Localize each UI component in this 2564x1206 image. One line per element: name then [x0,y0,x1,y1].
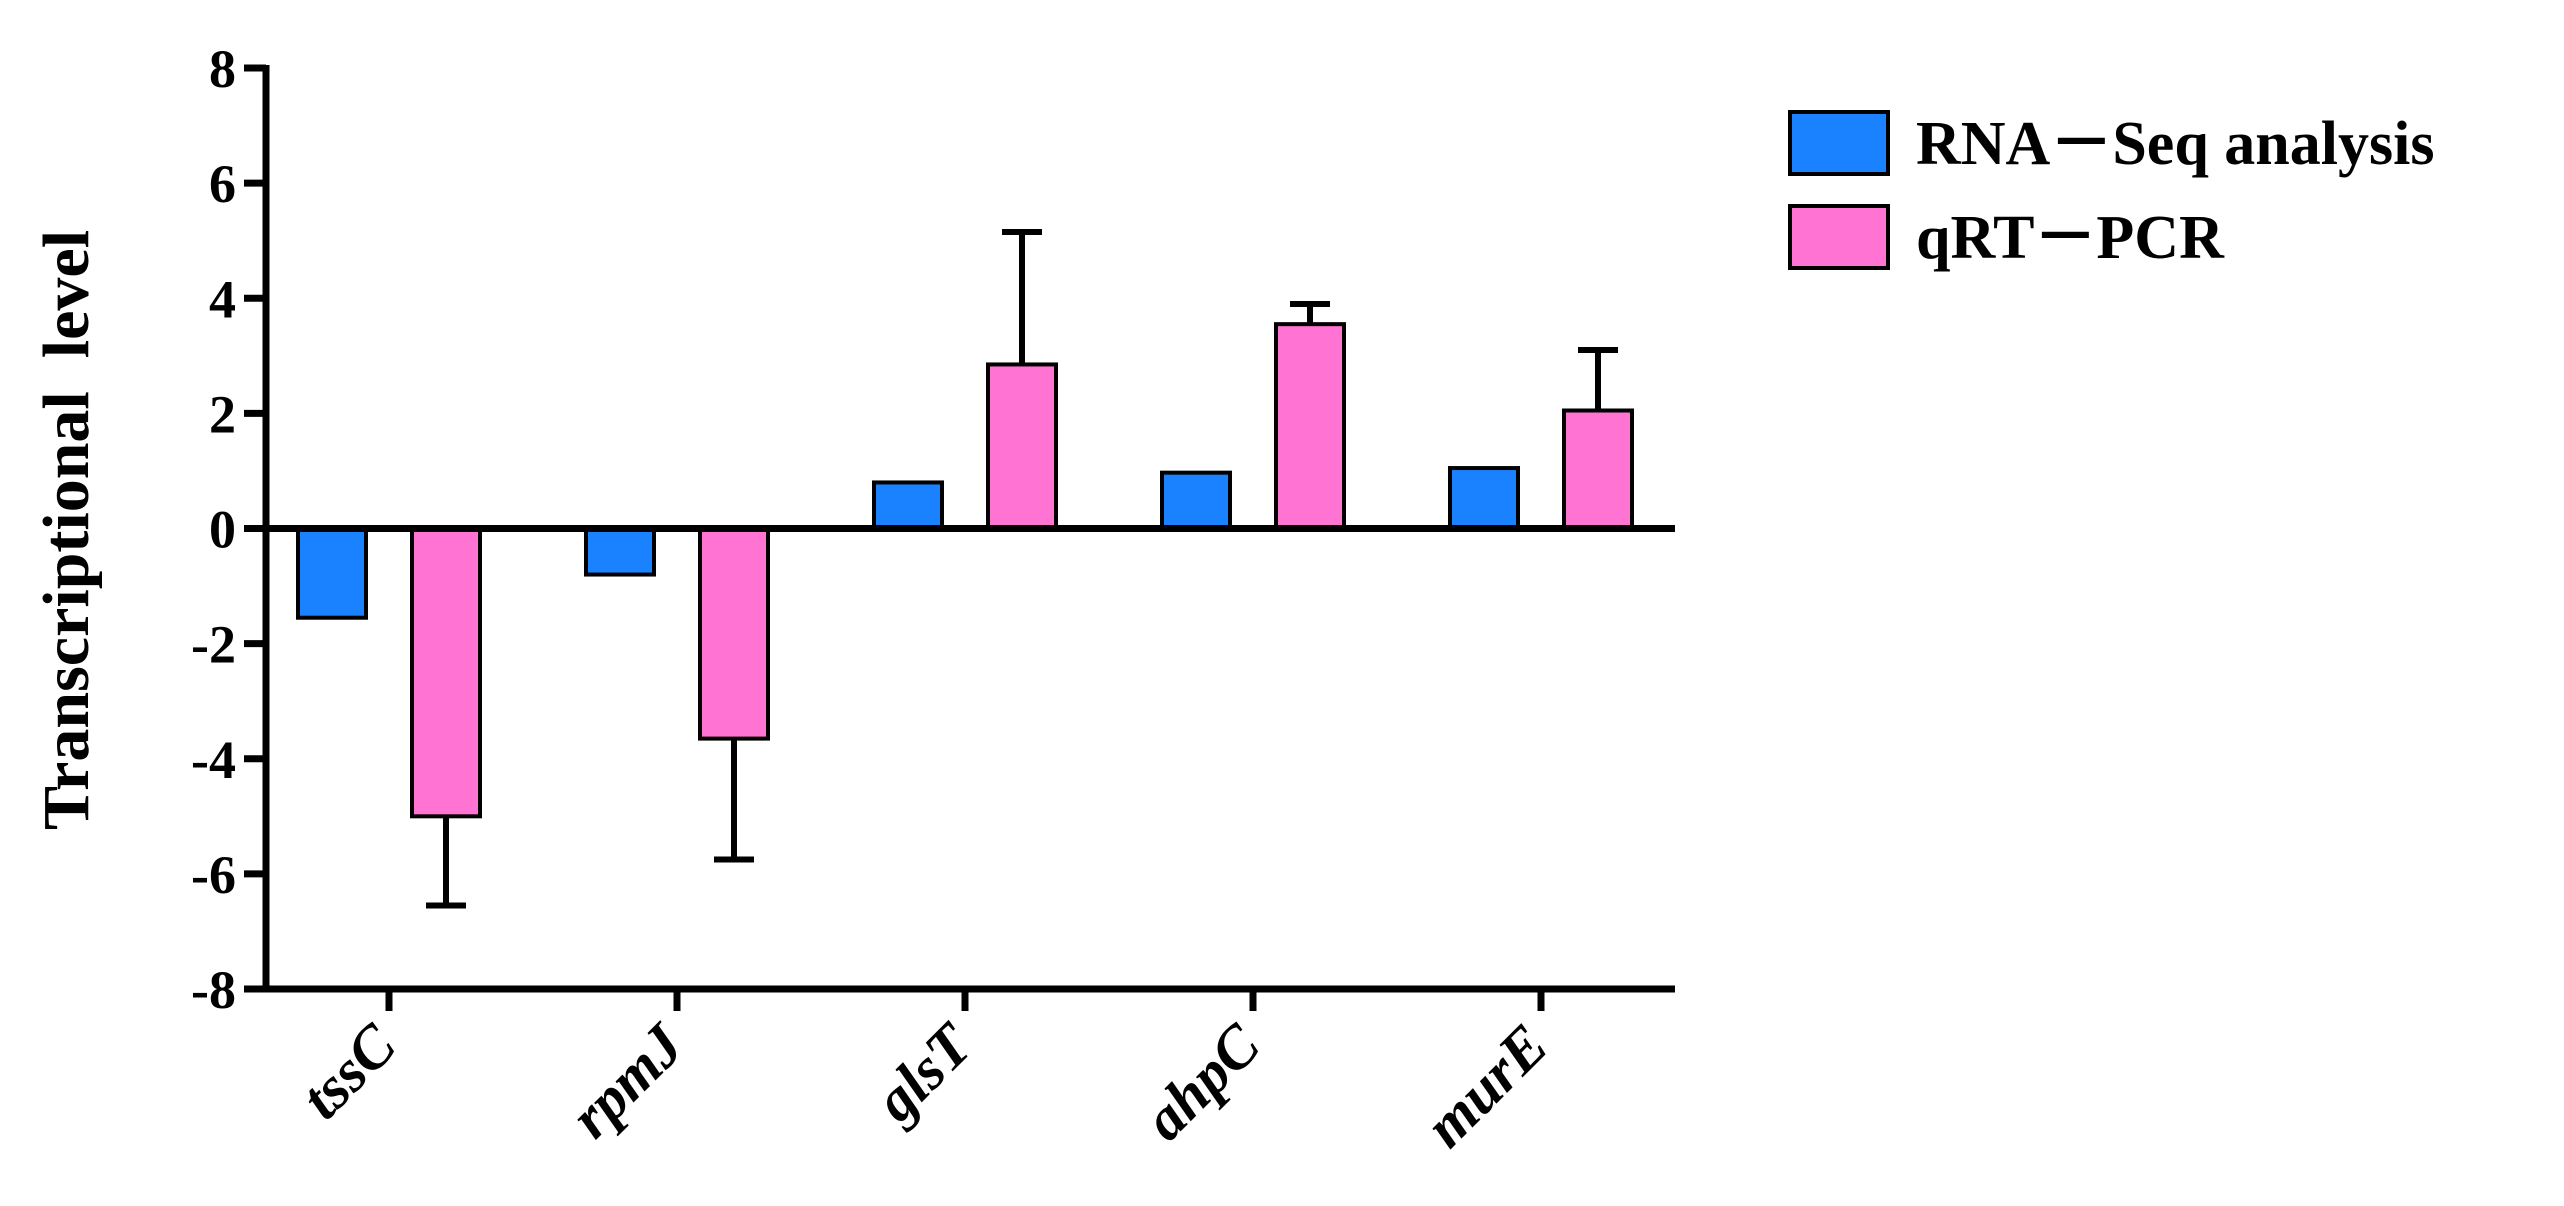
y-tick-label: 0 [209,500,236,560]
bar-qrt-pcr-glsT [986,362,1058,531]
legend: RNA－Seq analysis qRT－PCR [1788,110,2435,272]
y-tick-label: -8 [191,960,236,1020]
x-tick-label-tssC: tssC [288,1011,408,1131]
legend-swatch-rna-seq [1788,110,1890,176]
y-tick-label: -4 [191,730,236,790]
y-tick-label: 6 [209,154,236,214]
bars-layer [296,322,1634,819]
error-bars-layer [426,229,1618,909]
axes-layer [262,65,1675,993]
bar-rna-seq-ahpC [1160,470,1232,531]
bar-qrt-pcr-murE [1562,408,1634,531]
y-tick-label: 8 [209,39,236,99]
x-tick-label-glsT: glsT [861,1010,986,1135]
y-tick-label: 4 [209,269,236,329]
y-tick-label: -6 [191,845,236,905]
x-tick-label-ahpC: ahpC [1131,1011,1273,1153]
y-tick-label: 2 [209,384,236,444]
x-tick-label-murE: murE [1412,1012,1560,1160]
x-ticks-layer: tssC rpmJ glsT ahpC murE [288,989,1560,1160]
bar-qrt-pcr-tssC [410,526,482,819]
bar-qrt-pcr-rpmJ [698,526,770,741]
bar-rna-seq-glsT [872,480,944,531]
bar-qrt-pcr-ahpC [1274,322,1346,531]
x-tick-label-rpmJ: rpmJ [558,1010,698,1150]
y-tick-label: -2 [191,615,236,675]
bar-rna-seq-tssC [296,526,368,620]
legend-label-qrt-pcr: qRT－PCR [1916,204,2225,272]
bar-rna-seq-rpmJ [584,526,656,577]
legend-label-rna-seq: RNA－Seq analysis [1916,110,2435,178]
y-axis-title: Transcriptional level [30,230,103,830]
y-ticks-layer: 8 6 4 2 0 -2 -4 -6 -8 [191,39,266,1020]
legend-swatch-qrt-pcr [1788,204,1890,270]
bar-rna-seq-murE [1448,466,1520,531]
